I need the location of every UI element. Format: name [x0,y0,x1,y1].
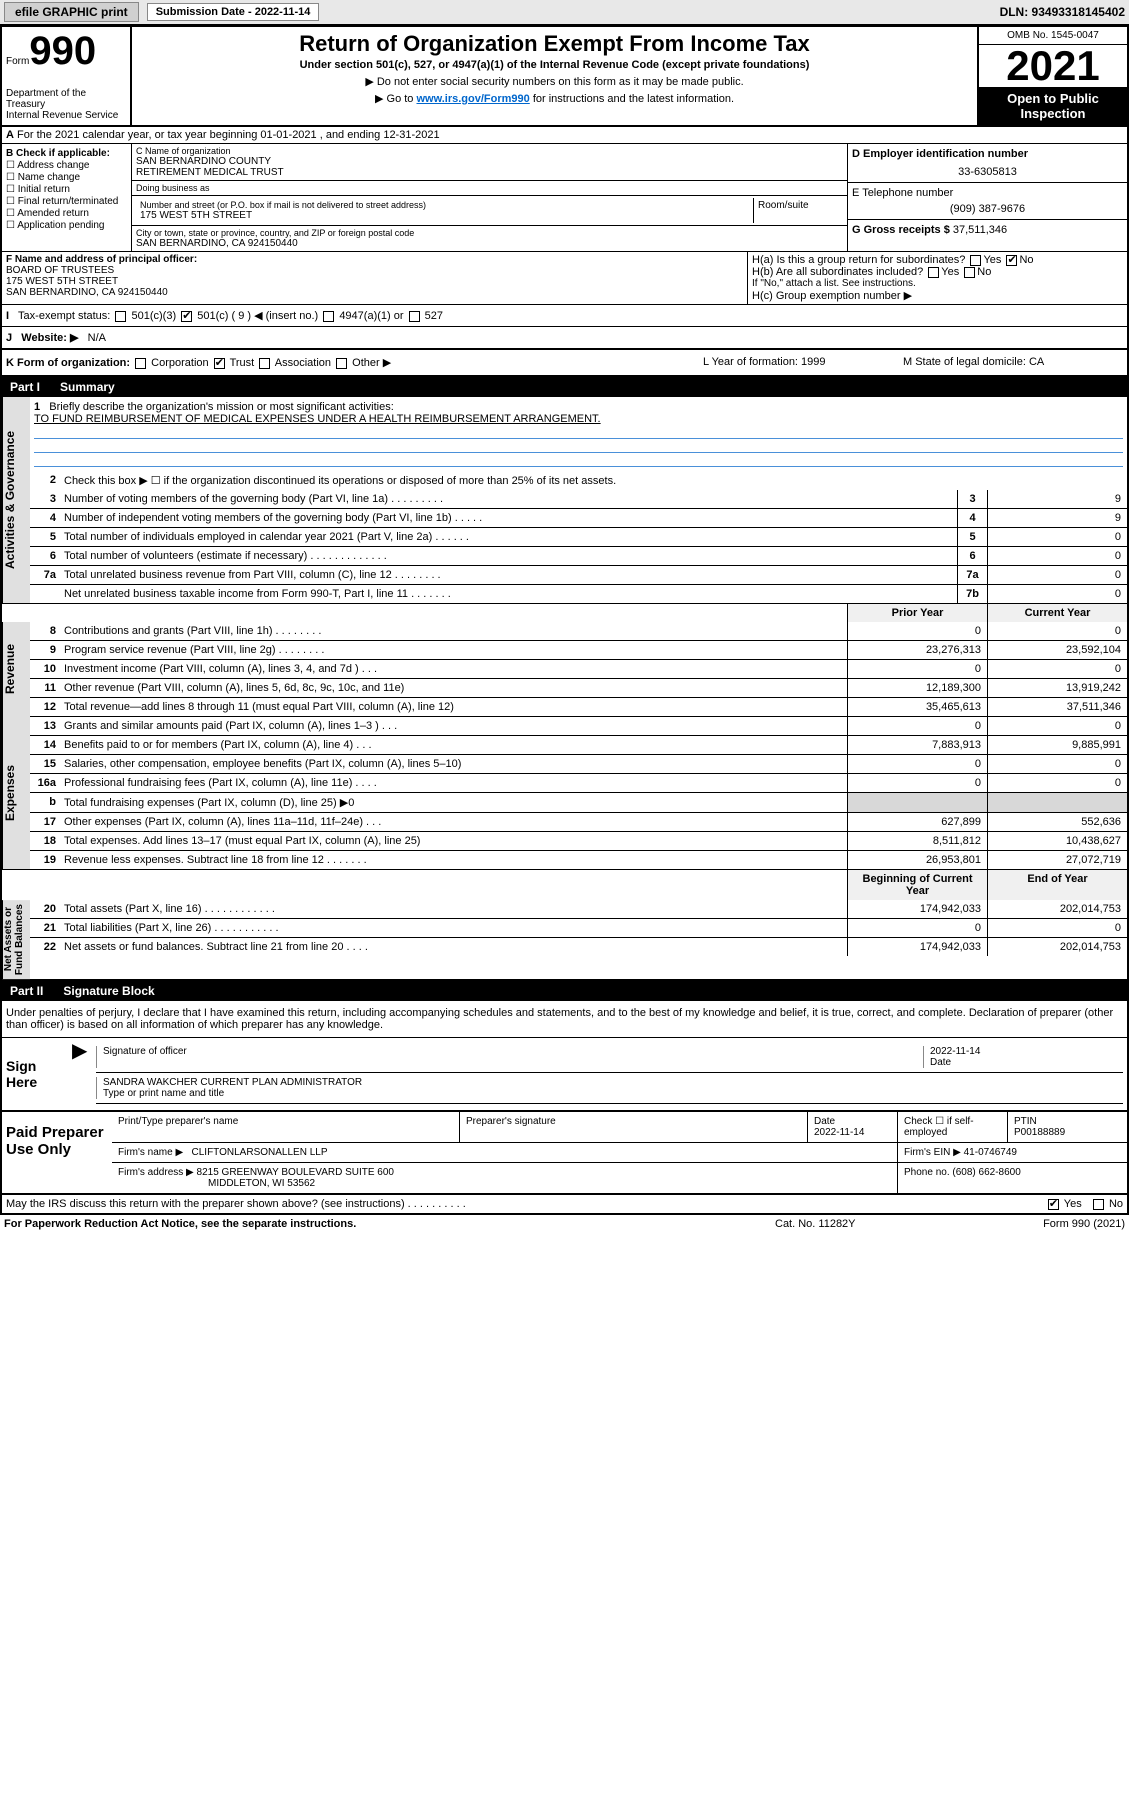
form-990: Form990 Department of the Treasury Inter… [0,25,1129,1215]
col-de: D Employer identification number33-63058… [847,144,1127,251]
ck-final[interactable]: ☐ Final return/terminated [6,196,127,207]
tax-year: 2021 [979,45,1127,87]
footer: For Paperwork Reduction Act Notice, see … [0,1215,1129,1233]
row-j: J Website: ▶ N/A [2,327,1127,350]
begin-end-header: Beginning of Current Year End of Year [2,869,1127,900]
ck-name[interactable]: ☐ Name change [6,172,127,183]
h-c: H(c) Group exemption number ▶ [752,289,1123,302]
org-name: SAN BERNARDINO COUNTY RETIREMENT MEDICAL… [136,156,843,178]
street: 175 WEST 5TH STREET [140,210,749,221]
firm-phone: (608) 662-8600 [952,1167,1020,1178]
section-expenses: Expenses 13Grants and similar amounts pa… [2,716,1127,869]
block-fh: F Name and address of principal officer:… [2,252,1127,305]
ptin: P00188889 [1014,1127,1065,1138]
v3: 9 [987,490,1127,508]
ck-initial[interactable]: ☐ Initial return [6,184,127,195]
note-ssn: ▶ Do not enter social security numbers o… [140,75,969,88]
discuss-row: May the IRS discuss this return with the… [2,1195,1127,1213]
phone: (909) 387-9676 [852,203,1123,215]
website: N/A [88,332,106,344]
state-domicile: M State of legal domicile: CA [903,356,1123,369]
efile-label[interactable]: efile GRAPHIC print [4,2,139,22]
form-subtitle: Under section 501(c), 527, or 4947(a)(1)… [140,59,969,71]
block-identity: B Check if applicable: ☐ Address change … [2,144,1127,252]
v7a: 0 [987,566,1127,584]
perjury-text: Under penalties of perjury, I declare th… [2,1001,1127,1038]
v7b: 0 [987,585,1127,603]
mission: TO FUND REIMBURSEMENT OF MEDICAL EXPENSE… [34,413,601,425]
note-link: ▶ Go to www.irs.gov/Form990 for instruct… [140,92,969,105]
row-i: I Tax-exempt status: 501(c)(3) 501(c) ( … [2,305,1127,327]
v4: 9 [987,509,1127,527]
section-revenue: Revenue 8Contributions and grants (Part … [2,622,1127,716]
open-public: Open to Public Inspection [979,87,1127,125]
discuss-no[interactable] [1093,1199,1104,1210]
firm-addr: 8215 GREENWAY BOULEVARD SUITE 600 [197,1167,394,1178]
form-number: 990 [29,29,96,73]
prior-current-header: Prior Year Current Year [2,603,1127,622]
dba: Doing business as [132,181,847,196]
irs-link[interactable]: www.irs.gov/Form990 [416,93,529,105]
ck-amended[interactable]: ☐ Amended return [6,208,127,219]
gross-receipts: 37,511,346 [953,224,1007,236]
dept-label: Department of the Treasury Internal Reve… [6,88,126,121]
ein: 33-6305813 [852,166,1123,178]
row-a: A For the 2021 calendar year, or tax yea… [2,127,1127,144]
col-b: B Check if applicable: ☐ Address change … [2,144,132,251]
submission-date: Submission Date - 2022-11-14 [147,3,320,21]
part-1-header: Part ISummary [2,377,1127,397]
top-bar: efile GRAPHIC print Submission Date - 20… [0,0,1129,25]
dln: DLN: 93493318145402 [1000,5,1125,19]
officer: BOARD OF TRUSTEES 175 WEST 5TH STREET SA… [6,265,743,298]
hb-yes[interactable] [928,267,939,278]
form-title: Return of Organization Exempt From Incom… [140,31,969,57]
ha-yes[interactable] [970,255,981,266]
paid-preparer-block: Paid Preparer Use Only Print/Type prepar… [2,1112,1127,1195]
ha-no[interactable] [1006,255,1017,266]
city: SAN BERNARDINO, CA 924150440 [136,238,843,249]
firm-ein: 41-0746749 [964,1147,1017,1158]
year-formation: L Year of formation: 1999 [703,356,903,369]
sign-here-block: Sign Here ▶ Signature of officer2022-11-… [2,1038,1127,1112]
discuss-yes[interactable] [1048,1199,1059,1210]
section-governance: Activities & Governance 1 Briefly descri… [2,397,1127,603]
v5: 0 [987,528,1127,546]
section-net-assets: Net Assets or Fund Balances 20Total asse… [2,900,1127,979]
h-b: H(b) Are all subordinates included? Yes … [752,266,1123,278]
hb-no[interactable] [964,267,975,278]
arrow-icon: ▶ [72,1038,92,1110]
room-label: Room/suite [753,198,843,223]
h-a: H(a) Is this a group return for subordin… [752,254,1123,266]
part-2-header: Part IISignature Block [2,981,1127,1001]
officer-name: SANDRA WAKCHER CURRENT PLAN ADMINISTRATO… [103,1077,1117,1088]
row-k: K Form of organization: Corporation Trus… [2,350,1127,377]
v6: 0 [987,547,1127,565]
ck-address[interactable]: ☐ Address change [6,160,127,171]
ck-pending[interactable]: ☐ Application pending [6,220,127,231]
form-word: Form [6,56,29,67]
firm-name: CLIFTONLARSONALLEN LLP [192,1147,328,1158]
form-header: Form990 Department of the Treasury Inter… [2,27,1127,127]
col-c: C Name of organizationSAN BERNARDINO COU… [132,144,847,251]
